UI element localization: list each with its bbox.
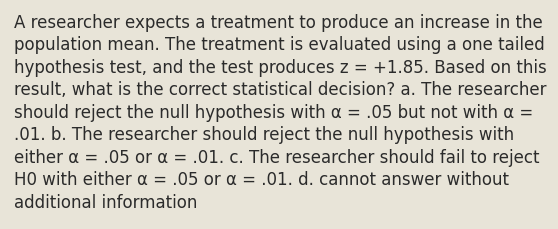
Text: population mean. The treatment is evaluated using a one tailed: population mean. The treatment is evalua…	[14, 36, 545, 54]
Text: hypothesis test, and the test produces z = +1.85. Based on this: hypothesis test, and the test produces z…	[14, 59, 547, 77]
Text: either α = .05 or α = .01. c. The researcher should fail to reject: either α = .05 or α = .01. c. The resear…	[14, 148, 540, 166]
Text: A researcher expects a treatment to produce an increase in the: A researcher expects a treatment to prod…	[14, 14, 543, 32]
Text: additional information: additional information	[14, 193, 198, 211]
Text: H0 with either α = .05 or α = .01. d. cannot answer without: H0 with either α = .05 or α = .01. d. ca…	[14, 171, 509, 189]
Text: .01. b. The researcher should reject the null hypothesis with: .01. b. The researcher should reject the…	[14, 126, 514, 144]
Text: should reject the null hypothesis with α = .05 but not with α =: should reject the null hypothesis with α…	[14, 104, 533, 121]
Text: result, what is the correct statistical decision? a. The researcher: result, what is the correct statistical …	[14, 81, 546, 99]
